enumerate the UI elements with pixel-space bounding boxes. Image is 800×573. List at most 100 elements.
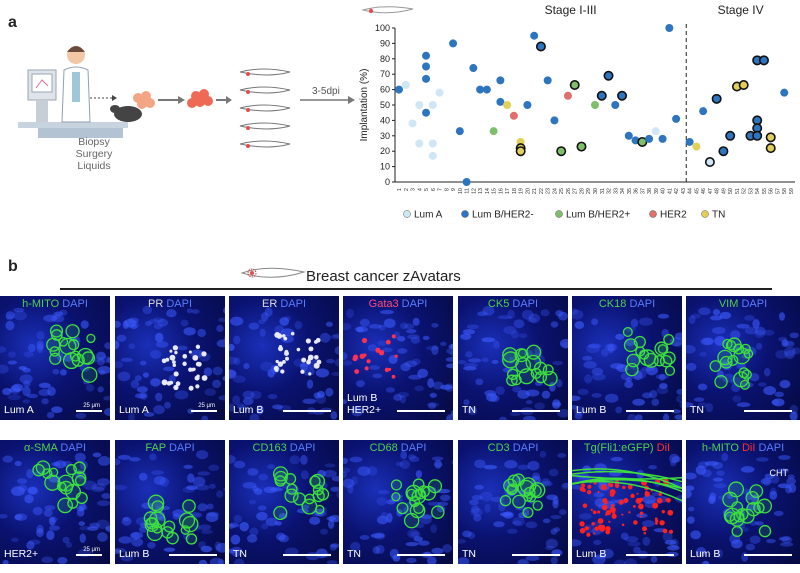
data-point: [428, 101, 437, 109]
micrograph-image: [115, 450, 225, 564]
micrograph-tile: PR DAPI Lum A 25 μm: [115, 296, 225, 420]
data-point: [422, 51, 431, 60]
x-tick-label: 31: [600, 188, 606, 194]
data-point: [509, 111, 518, 120]
counterstain-name: DAPI: [509, 442, 539, 454]
legend-marker: [403, 210, 411, 218]
x-tick-label: 44: [688, 188, 694, 194]
scale-bar: [283, 554, 331, 556]
x-tick-label: 54: [755, 188, 761, 194]
stain-name: CD163: [252, 442, 287, 454]
tile-subtype-label: TN: [233, 548, 247, 560]
x-tick-label: 20: [525, 188, 531, 194]
tile-stain-header: CD3 DAPI: [458, 442, 568, 454]
tile-stain-header: VIM DAPI: [686, 298, 800, 310]
scale-bar: [191, 410, 217, 412]
legend-label: HER2: [660, 210, 687, 221]
x-tick-label: 26: [566, 188, 572, 194]
data-point: [758, 55, 769, 66]
micrograph-image: [0, 452, 110, 564]
data-point: [415, 139, 424, 148]
data-point: [576, 141, 587, 152]
y-tick-label: 100: [375, 23, 390, 33]
data-point: [665, 24, 674, 32]
x-tick-label: 5: [424, 188, 430, 191]
x-tick-label: 15: [492, 188, 498, 194]
stain-name: h-MITO: [22, 298, 60, 310]
micrograph-image: [0, 307, 110, 419]
micrograph-image: [343, 308, 453, 420]
x-tick-label: 59: [789, 188, 795, 194]
data-point: [645, 134, 654, 143]
panel-b-title: Breast cancer zAvatars: [306, 268, 461, 285]
y-tick-label: 30: [380, 131, 390, 141]
micrograph-image: [458, 450, 568, 564]
counterstain-name: DAPI: [509, 298, 539, 310]
data-point: [476, 85, 485, 94]
stain-name: VIM: [718, 298, 739, 310]
x-tick-label: 21: [532, 188, 538, 194]
micrograph-tile: CK5 DAPI TN: [458, 296, 568, 420]
scale-bar-label: 25 μm: [198, 403, 215, 409]
x-tick-label: 11: [465, 188, 471, 194]
scale-bar: [397, 554, 445, 556]
scale-bar: [169, 554, 217, 556]
data-point: [603, 70, 614, 81]
counterstain-name: DAPI: [165, 442, 195, 454]
micrograph-image: [229, 454, 339, 564]
x-tick-label: 3: [411, 188, 417, 191]
micrograph-tile: ER DAPI Lum B: [229, 296, 339, 420]
x-tick-label: 29: [586, 188, 592, 194]
data-point: [435, 88, 444, 97]
days-label: 3-5dpi: [312, 86, 340, 97]
data-point: [455, 127, 464, 136]
x-tick-label: 25: [559, 188, 565, 194]
x-tick-label: 38: [647, 188, 653, 194]
counterstain-name: DiI: [653, 442, 671, 454]
micrograph-image: [686, 453, 797, 564]
x-tick-label: 55: [762, 188, 768, 194]
data-point: [401, 80, 410, 89]
scale-bar-label: 25 μm: [83, 403, 100, 409]
stain-name: α-SMA: [24, 442, 58, 454]
data-point: [765, 143, 776, 154]
scale-bar: [76, 554, 102, 556]
counterstain-name: DAPI: [626, 298, 656, 310]
cell-cluster-icon: [187, 89, 213, 108]
tile-subtype-label: Lum A: [4, 404, 34, 416]
x-tick-label: 12: [471, 188, 477, 194]
data-point: [496, 76, 505, 85]
x-tick-label: 49: [721, 188, 727, 194]
legend-label: TN: [712, 210, 725, 221]
biopsy-caption: Biopsy Surgery Liquids: [54, 136, 134, 172]
legend-marker: [649, 210, 657, 218]
counterstain-name: DiI: [738, 442, 756, 454]
legend-label: Lum B/HER2+: [566, 210, 630, 221]
tumor-dot: [368, 8, 374, 14]
data-point: [637, 136, 648, 147]
tile-stain-header: Tg(Fli1:eGFP) DiI: [572, 442, 682, 454]
x-tick-label: 1: [397, 188, 403, 191]
stain-name: CD3: [487, 442, 510, 454]
biopsy-line-3: Liquids: [77, 160, 111, 172]
data-point: [711, 93, 722, 104]
x-tick-label: 52: [742, 188, 748, 194]
data-point: [428, 139, 437, 148]
x-tick-label: 36: [634, 188, 640, 194]
micrograph-image: [229, 307, 339, 420]
micrograph-tile: CD68 DAPI TN: [343, 440, 453, 564]
zebrafish-stack-icon: [239, 68, 291, 148]
legend-label: Lum B/HER2-: [472, 210, 534, 221]
scale-bar: [512, 554, 560, 556]
tile-subtype-label: TN: [462, 548, 476, 560]
data-point: [591, 101, 599, 109]
panel-b-label: b: [8, 258, 18, 275]
data-point: [672, 114, 681, 123]
x-tick-label: 16: [498, 188, 504, 194]
tile-subtype-label: Lum A: [119, 404, 149, 416]
y-tick-label: 70: [380, 69, 390, 79]
stain-name: h-MITO: [701, 442, 739, 454]
x-tick-label: 4: [417, 188, 423, 191]
micrograph-image: [686, 307, 800, 420]
panel-b-underline: [60, 288, 772, 290]
